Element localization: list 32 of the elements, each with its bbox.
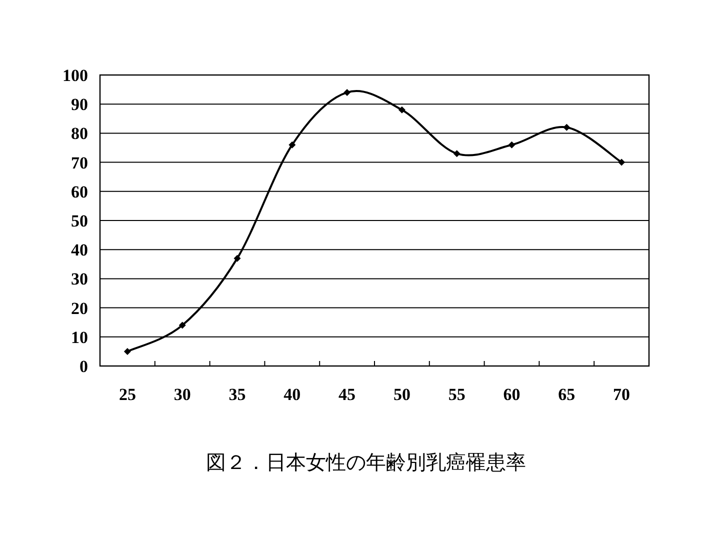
x-tick-label: 65 [558, 385, 576, 404]
y-tick-label: 50 [71, 212, 88, 230]
x-tick-label: 50 [393, 385, 410, 404]
y-tick-label: 90 [71, 95, 88, 114]
y-tick-label: 10 [71, 328, 88, 347]
point [508, 141, 516, 148]
x-tick-label: 55 [448, 385, 466, 404]
point [288, 141, 296, 148]
y-tick-label: 70 [71, 153, 88, 172]
point [234, 254, 241, 262]
y-tick-label: 40 [71, 240, 88, 260]
point [398, 106, 406, 114]
x-tick-label: 40 [284, 385, 301, 404]
point [344, 88, 351, 96]
x-tick-label: 35 [228, 385, 246, 404]
point [618, 158, 626, 166]
x-tick-label: 60 [503, 385, 520, 404]
x-tick-label: 25 [118, 385, 136, 404]
x-tick-label: 70 [613, 385, 630, 404]
y-tick-label: 100 [62, 66, 88, 85]
point [178, 322, 186, 329]
y-tick-label: 30 [71, 270, 88, 289]
x-tick-label: 45 [338, 385, 356, 404]
y-tick-label: 0 [80, 357, 88, 376]
y-tick-label: 80 [71, 124, 88, 144]
point [563, 124, 570, 131]
y-tick-label: 60 [71, 182, 88, 202]
y-tick-label: 20 [71, 298, 88, 318]
point [124, 348, 131, 355]
x-tick-label: 30 [174, 385, 191, 404]
point [453, 150, 460, 158]
text: 図２．日本女性の年齢別乳癌罹患率 [206, 450, 526, 474]
